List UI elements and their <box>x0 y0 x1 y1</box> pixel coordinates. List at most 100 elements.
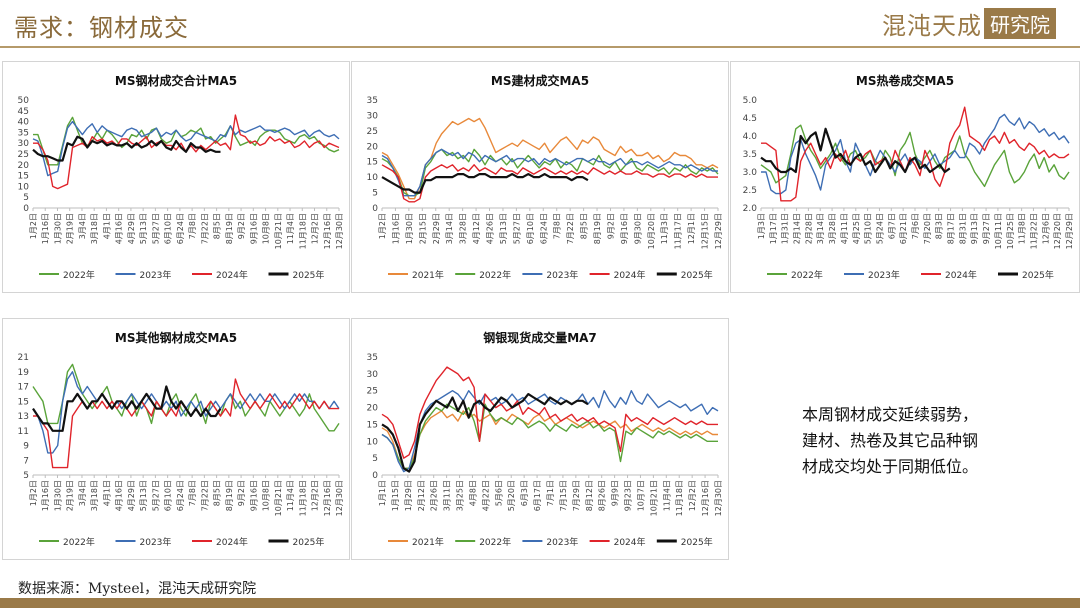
chart-panel-rebar: MS建材成交MA5 0 5 10 15 20 25 30 35 1月2日 1月16日 1月30日 2月1… <box>351 61 729 293</box>
series-line <box>382 411 718 468</box>
x-tick-label: 1月31日 <box>781 213 790 244</box>
y-tick-label: 20 <box>367 404 379 414</box>
y-tick-label: 30 <box>367 111 379 121</box>
y-tick-label: 10 <box>367 173 379 183</box>
legend-label: 2024年 <box>216 269 248 281</box>
y-tick-label: 2.5 <box>743 186 757 196</box>
y-tick-label: 5.0 <box>743 96 758 106</box>
x-tick-label: 11月17日 <box>674 213 683 249</box>
x-tick-label: 3月4日 <box>78 213 87 239</box>
brand-logo: 混沌天成 研究院 <box>882 6 1056 41</box>
x-tick-label: 3月18日 <box>90 213 99 244</box>
legend-label: 2023年 <box>868 269 900 281</box>
x-tick-label: 10月21日 <box>274 213 283 249</box>
x-tick-label: 2月19日 <box>66 480 75 511</box>
x-tick-label: 3月28日 <box>828 213 837 244</box>
x-tick-label: 7月29日 <box>572 480 581 511</box>
legend-label: 2022年 <box>791 269 823 281</box>
x-tick-label: 6月10日 <box>164 480 173 511</box>
x-tick-label: 8月17日 <box>947 213 956 244</box>
x-tick-label: 6月10日 <box>164 213 173 244</box>
y-tick-label: 25 <box>18 150 29 160</box>
chart-panel-total: MS钢材成交合计MA5 0 5 10 15 20 25 30 35 40 45 50 1月2日 1月16日… <box>2 61 350 293</box>
commentary-line: 本周钢材成交延续弱势， <box>802 402 1052 428</box>
y-tick-label: 0 <box>23 204 29 214</box>
legend-label: 2022年 <box>479 269 511 281</box>
x-tick-label: 5月10日 <box>864 213 873 244</box>
y-tick-label: 10 <box>18 182 30 192</box>
x-tick-label: 1月17日 <box>769 213 778 244</box>
x-tick-label: 12月30日 <box>714 480 723 516</box>
x-tick-label: 12月20日 <box>1053 213 1062 249</box>
legend-label: 2025年 <box>293 269 325 281</box>
x-tick-label: 4月1日 <box>102 213 111 239</box>
x-tick-label: 12月16日 <box>323 213 332 249</box>
legend-label: 2024年 <box>945 269 977 281</box>
x-tick-label: 9月9日 <box>611 480 620 506</box>
series-line <box>33 122 339 176</box>
x-tick-label: 7月8日 <box>188 480 197 506</box>
x-tick-label: 12月15日 <box>701 213 710 249</box>
y-tick-label: 15 <box>367 158 378 168</box>
x-tick-label: 6月21日 <box>899 213 908 244</box>
x-tick-label: 8月12日 <box>585 480 594 511</box>
x-tick-label: 12月2日 <box>311 480 320 511</box>
x-tick-label: 7月8日 <box>188 213 197 239</box>
x-tick-label: 1月1日 <box>378 480 387 506</box>
x-tick-label: 9月23日 <box>624 480 633 511</box>
x-tick-label: 10月11日 <box>994 213 1003 249</box>
y-tick-label: 17 <box>18 383 29 393</box>
brand-name: 混沌天成 <box>882 6 982 41</box>
x-tick-label: 3月4日 <box>78 480 87 506</box>
x-tick-label: 1月29日 <box>404 480 413 511</box>
y-tick-label: 20 <box>18 161 30 171</box>
legend-label: 2025年 <box>681 269 713 281</box>
x-tick-label: 7月15日 <box>559 480 568 511</box>
x-tick-label: 6月24日 <box>176 213 185 244</box>
legend-label: 2023年 <box>546 269 578 281</box>
x-tick-label: 2月26日 <box>430 480 439 511</box>
x-tick-label: 2月14日 <box>793 213 802 244</box>
source-note: 数据来源：Mysteel，混沌天成研究院 <box>18 578 256 598</box>
x-tick-label: 3月14日 <box>445 213 454 244</box>
x-tick-label: 10月21日 <box>649 480 658 516</box>
x-tick-label: 10月20日 <box>647 213 656 249</box>
x-tick-label: 3月18日 <box>90 480 99 511</box>
y-tick-label: 35 <box>367 353 378 363</box>
chart-rebar: MS建材成交MA5051015202530351月2日 1月16日 1月30日 2月1… <box>352 62 728 292</box>
x-tick-label: 4月16日 <box>115 480 124 511</box>
x-tick-label: 2月19日 <box>66 213 75 244</box>
x-tick-label: 1月2日 <box>378 213 387 239</box>
x-tick-label: 11月18日 <box>675 480 684 516</box>
y-tick-label: 19 <box>18 368 30 378</box>
commentary-line: 建材、热卷及其它品种钢 <box>802 428 1052 454</box>
legend-label: 2024年 <box>216 536 248 548</box>
y-tick-label: 0 <box>372 471 378 481</box>
x-tick-label: 8月31日 <box>958 213 967 244</box>
x-tick-label: 8月26日 <box>598 480 607 511</box>
x-tick-label: 8月19日 <box>225 480 234 511</box>
y-tick-label: 5 <box>23 471 29 481</box>
y-tick-label: 0 <box>372 204 378 214</box>
chart-panel-other: MS其他钢材成交MA5 5 7 9 11 13 15 17 19 21 1月2日 1月16日 1月30日… <box>2 318 350 560</box>
x-tick-label: 6月7日 <box>887 213 896 239</box>
x-tick-label: 11月18日 <box>298 480 307 516</box>
x-tick-label: 4月8日 <box>468 480 477 506</box>
chart-other: MS其他钢材成交MA55791113151719211月2日 1月16日 1月30日… <box>3 319 349 559</box>
y-tick-label: 21 <box>18 353 29 363</box>
y-tick-label: 13 <box>18 412 29 422</box>
series-line <box>382 174 588 193</box>
x-tick-label: 1月30日 <box>53 480 62 511</box>
x-tick-label: 1月16日 <box>41 213 50 244</box>
legend-label: 2023年 <box>546 536 578 548</box>
x-tick-label: 9月30日 <box>633 213 642 244</box>
legend-label: 2025年 <box>293 536 325 548</box>
x-tick-label: 1月30日 <box>405 213 414 244</box>
chart-panel-hrc: MS热卷成交MA5 2.0 2.5 3.0 3.5 4.0 4.5 5.0 1月3日 1月17日 1… <box>730 61 1080 293</box>
legend-label: 2022年 <box>63 269 95 281</box>
x-tick-label: 5月13日 <box>139 480 148 511</box>
x-tick-label: 5月27日 <box>151 213 160 244</box>
x-tick-label: 9月16日 <box>249 213 258 244</box>
y-tick-label: 7 <box>23 456 29 466</box>
chart-title: MS热卷成交MA5 <box>856 73 954 88</box>
